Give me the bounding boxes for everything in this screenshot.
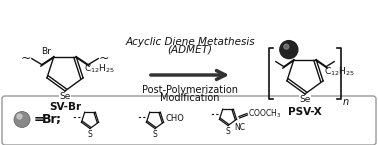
Text: ~: ~ xyxy=(20,52,31,65)
Text: Post-Polymerization: Post-Polymerization xyxy=(142,85,238,95)
Circle shape xyxy=(284,42,297,55)
Text: Modification: Modification xyxy=(160,93,220,103)
Text: Br: Br xyxy=(41,47,51,56)
Text: S: S xyxy=(88,130,92,139)
Circle shape xyxy=(284,42,297,56)
Circle shape xyxy=(15,112,29,127)
Circle shape xyxy=(281,41,297,58)
Text: S: S xyxy=(153,130,157,139)
Text: Br: Br xyxy=(42,113,57,126)
Text: ~: ~ xyxy=(99,52,109,65)
Text: =: = xyxy=(34,113,49,126)
Circle shape xyxy=(282,41,297,57)
Circle shape xyxy=(14,112,30,127)
Circle shape xyxy=(16,114,28,125)
Text: Se: Se xyxy=(59,92,71,101)
Text: Se: Se xyxy=(299,95,311,104)
Text: n: n xyxy=(342,97,348,107)
Circle shape xyxy=(15,113,29,126)
Circle shape xyxy=(17,114,22,119)
Text: COOCH$_3$: COOCH$_3$ xyxy=(248,107,282,120)
Circle shape xyxy=(282,41,297,56)
Circle shape xyxy=(280,41,298,59)
Circle shape xyxy=(14,112,30,127)
Text: NC: NC xyxy=(234,123,245,132)
Text: CHO: CHO xyxy=(166,114,185,123)
Circle shape xyxy=(280,41,298,58)
Text: (ADMET): (ADMET) xyxy=(167,45,212,55)
FancyBboxPatch shape xyxy=(2,96,376,145)
Circle shape xyxy=(16,114,28,125)
Text: PSV-X: PSV-X xyxy=(288,107,322,117)
Circle shape xyxy=(281,41,297,57)
Text: SV-Br: SV-Br xyxy=(49,102,81,112)
Circle shape xyxy=(15,113,28,126)
Text: S: S xyxy=(226,127,230,136)
Circle shape xyxy=(284,44,289,49)
Circle shape xyxy=(15,112,29,127)
Text: C$_{12}$H$_{25}$: C$_{12}$H$_{25}$ xyxy=(84,62,115,75)
Circle shape xyxy=(286,42,297,53)
Circle shape xyxy=(285,42,297,54)
Circle shape xyxy=(285,42,297,54)
Text: ;: ; xyxy=(55,113,60,126)
Text: Acyclic Diene Metathesis: Acyclic Diene Metathesis xyxy=(125,37,255,47)
Circle shape xyxy=(284,42,297,55)
Circle shape xyxy=(283,41,297,56)
Text: C$_{12}$H$_{25}$: C$_{12}$H$_{25}$ xyxy=(324,65,355,78)
Circle shape xyxy=(16,113,28,126)
